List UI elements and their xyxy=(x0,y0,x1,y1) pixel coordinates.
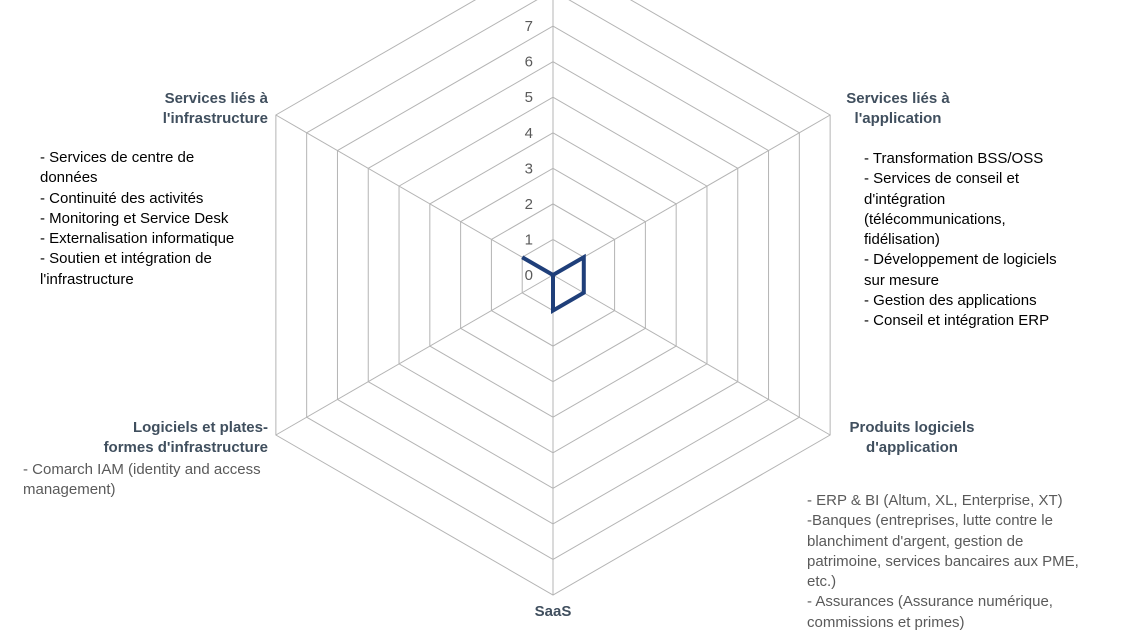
tick-label: 4 xyxy=(525,125,533,142)
annotation-line: - Externalisation informatique xyxy=(40,230,235,248)
annotation-app-products: - ERP & BI (Altum, XL, Enterprise, XT) -… xyxy=(807,491,1079,633)
annotation-line: - ERP & BI (Altum, XL, Enterprise, XT) xyxy=(807,492,1063,509)
annotation-line: (télécommunications, xyxy=(864,210,1006,228)
annotation-line: - Continuité des activités xyxy=(40,189,204,207)
axis-title-line: Services liés à xyxy=(846,90,950,107)
axis-title-line: d'application xyxy=(866,439,958,456)
annotation-infra-software: - Comarch IAM (identity and access manag… xyxy=(23,460,261,501)
axis-title-line: l'application xyxy=(854,110,942,127)
tick-label: 1 xyxy=(525,231,533,248)
annotation-app-services: - Transformation BSS/OSS - Services de c… xyxy=(864,149,1057,332)
axis-title-line: formes d'infrastructure xyxy=(103,439,268,456)
annotation-infra-services: - Services de centre de données - Contin… xyxy=(40,148,234,290)
axis-spoke xyxy=(552,274,831,436)
annotation-line: management) xyxy=(23,481,116,499)
annotation-line: - Développement de logiciels xyxy=(864,251,1057,269)
axis-spoke xyxy=(275,274,554,436)
axis-spoke xyxy=(275,114,554,276)
tick-label: 5 xyxy=(525,89,533,106)
annotation-line: sur mesure xyxy=(864,271,940,289)
annotation-line: commissions et primes) xyxy=(807,613,965,631)
series-line xyxy=(521,253,586,315)
tick-label: 3 xyxy=(525,160,533,177)
annotation-line: -Banques (entreprises, lutte contre le xyxy=(807,512,1053,530)
tick-label: 2 xyxy=(525,196,533,213)
annotation-line: - Services de centre de xyxy=(40,149,195,166)
annotation-line: etc.) xyxy=(807,573,837,591)
annotation-line: - Gestion des applications xyxy=(864,292,1037,310)
annotation-line: d'intégration xyxy=(864,190,946,208)
axis-spoke xyxy=(552,114,831,276)
annotation-line: - Conseil et intégration ERP xyxy=(864,312,1050,330)
annotation-line: - Monitoring et Service Desk xyxy=(40,209,229,227)
annotation-line: - Comarch IAM (identity and access xyxy=(23,461,261,478)
annotation-line: - Services de conseil et xyxy=(864,170,1020,188)
axis-title-line: l'infrastructure xyxy=(162,110,268,127)
annotation-line: - Soutien et intégration de xyxy=(40,250,212,268)
tick-label: 6 xyxy=(525,54,533,71)
annotation-line: l'infrastructure xyxy=(40,270,134,288)
tick-label: 7 xyxy=(525,18,533,35)
tick-label: 0 xyxy=(525,267,533,284)
radar-series xyxy=(521,253,586,315)
annotation-line: blanchiment d'argent, gestion de xyxy=(807,532,1024,550)
axis-title-line: SaaS xyxy=(534,603,572,620)
annotation-line: - Assurances (Assurance numérique, xyxy=(807,593,1053,611)
axis-title-line: Services liés à xyxy=(164,90,268,107)
axis-title-app-services: Services liés à l'application xyxy=(798,89,998,129)
annotation-line: fidélisation) xyxy=(864,231,940,249)
annotation-line: patrimoine, services bancaires aux PME, xyxy=(807,552,1079,570)
axis-title-saas: SaaS xyxy=(503,602,603,622)
radial-tick-labels: 012345678 xyxy=(525,18,533,284)
axis-title-app-products: Produits logiciels d'application xyxy=(812,418,1012,458)
axis-title-infra-software: Logiciels et plates- formes d'infrastruc… xyxy=(8,418,268,458)
annotation-line: - Transformation BSS/OSS xyxy=(864,150,1044,167)
axis-title-line: Produits logiciels xyxy=(849,419,975,436)
radar-spokes xyxy=(275,0,831,595)
annotation-line: données xyxy=(40,169,98,187)
axis-title-infra-services: Services liés à l'infrastructure xyxy=(68,89,268,129)
axis-title-line: Logiciels et plates- xyxy=(132,419,268,436)
